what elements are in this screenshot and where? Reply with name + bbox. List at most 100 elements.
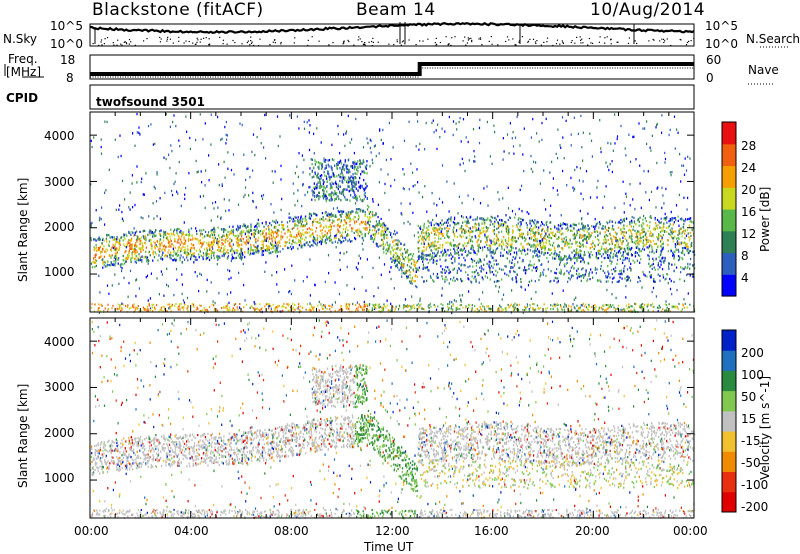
noise-cell	[459, 294, 461, 297]
data-cell	[558, 231, 560, 234]
noise-cell	[367, 221, 369, 224]
data-cell	[387, 247, 389, 250]
velocity-cbar-tick-minus200: -200	[741, 500, 769, 514]
data-cell	[316, 214, 318, 217]
data-cell	[651, 248, 653, 251]
noise-cell	[121, 302, 123, 305]
data-cell	[646, 246, 648, 249]
nsearch-dot	[194, 43, 196, 45]
data-cell	[667, 243, 669, 246]
nsearch-dot	[408, 39, 410, 41]
noise-cell	[540, 240, 542, 243]
noise-cell	[156, 173, 158, 176]
noise-cell	[683, 298, 685, 301]
noise-cell	[457, 212, 459, 215]
data-cell	[587, 228, 589, 231]
noise-cell	[639, 182, 641, 185]
noise-cell	[309, 185, 311, 189]
nsearch-dot	[146, 38, 148, 40]
data-cell	[492, 230, 494, 233]
data-cell	[191, 244, 193, 247]
data-cell	[427, 234, 429, 237]
data-cell	[660, 245, 662, 248]
data-cell	[331, 214, 333, 217]
data-cell	[101, 241, 103, 245]
data-cell	[442, 232, 444, 236]
data-cell	[273, 226, 275, 229]
data-cell	[617, 240, 619, 243]
data-cell	[122, 263, 124, 266]
data-cell	[234, 257, 236, 260]
noise-cell	[495, 285, 497, 288]
data-cell	[594, 244, 596, 247]
noise-cell	[132, 132, 134, 135]
data-cell	[213, 257, 215, 260]
data-cell	[382, 243, 384, 246]
data-cell	[632, 225, 635, 228]
noise-cell	[502, 197, 504, 200]
data-cell	[432, 227, 434, 230]
noise-cell	[244, 186, 247, 189]
data-cell	[668, 220, 670, 223]
noise-cell	[511, 209, 514, 213]
noise-cell	[172, 120, 174, 124]
data-cell	[544, 247, 546, 250]
noise-cell	[580, 114, 582, 118]
nsearch-dot	[661, 38, 663, 40]
data-cell	[131, 237, 133, 240]
noise-cell	[375, 230, 377, 233]
data-cell	[540, 232, 543, 235]
data-cell	[182, 232, 185, 235]
ground-cell	[510, 303, 512, 306]
noise-cell	[245, 178, 247, 182]
data-cell	[498, 224, 500, 227]
noise-cell	[622, 180, 624, 183]
noise-cell	[104, 223, 106, 226]
data-cell	[568, 246, 570, 249]
data-cell	[94, 261, 97, 264]
ground-cell	[317, 304, 319, 307]
data-cell	[258, 236, 260, 239]
nsearch-dot	[358, 36, 360, 38]
data-cell	[550, 248, 552, 252]
data-cell	[662, 242, 664, 246]
noise-cell	[210, 113, 212, 116]
data-cell	[396, 247, 398, 250]
data-cell	[603, 248, 605, 251]
data-cell	[120, 236, 122, 239]
data-cell	[124, 238, 126, 241]
data-cell	[209, 235, 211, 238]
nsearch-dot	[400, 44, 402, 46]
nsearch-dot	[222, 39, 224, 41]
data-cell	[225, 238, 227, 241]
data-cell	[611, 227, 613, 230]
data-cell	[641, 231, 644, 234]
data-cell	[351, 240, 353, 243]
data-cell	[198, 256, 200, 259]
data-cell	[134, 244, 136, 247]
data-cell	[398, 261, 400, 264]
data-cell	[288, 247, 290, 250]
ground-cell	[545, 307, 547, 310]
noise-cell	[683, 267, 685, 271]
noise-cell	[565, 119, 567, 123]
noise-cell	[643, 169, 645, 173]
data-cell	[593, 230, 595, 233]
noise-cell	[686, 208, 688, 211]
noise-cell	[408, 188, 410, 191]
noise-cell	[509, 122, 511, 125]
data-cell	[472, 248, 474, 252]
noise-cell	[573, 227, 575, 230]
nsearch-dot	[587, 44, 589, 46]
data-cell	[576, 234, 578, 237]
nsearch-dot	[518, 41, 520, 43]
noise-cell	[217, 215, 219, 218]
nsearch-dot	[247, 40, 249, 42]
data-cell	[370, 236, 372, 239]
noise-cell	[541, 121, 543, 125]
noise-cell	[676, 240, 679, 243]
data-cell	[127, 255, 129, 258]
data-cell	[670, 250, 672, 253]
data-cell	[256, 247, 258, 250]
data-cell	[298, 244, 301, 247]
